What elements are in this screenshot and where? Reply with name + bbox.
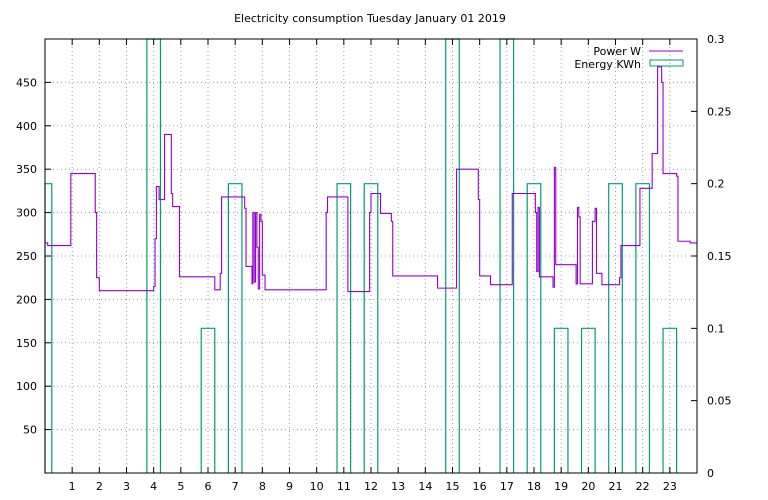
y2-tick-label: 0.05 xyxy=(707,395,732,408)
y-tick-label: 50 xyxy=(23,424,37,437)
x-tick-label: 18 xyxy=(527,480,541,493)
x-tick-label: 22 xyxy=(636,480,650,493)
grid-lines xyxy=(45,39,697,473)
energy-bar xyxy=(662,327,678,473)
y2-tick-label: 0.3 xyxy=(707,33,725,46)
x-tick-label: 21 xyxy=(609,480,623,493)
y-tick-label: 350 xyxy=(16,163,37,176)
chart-legend: Power W Energy KWh xyxy=(574,45,684,71)
x-tick-label: 23 xyxy=(663,480,677,493)
x-tick-label: 17 xyxy=(500,480,514,493)
y2-tick-label: 0.1 xyxy=(707,322,725,335)
x-tick-label: 15 xyxy=(446,480,460,493)
x-tick-label: 1 xyxy=(69,480,76,493)
y-tick-label: 200 xyxy=(16,293,37,306)
x-tick-label: 14 xyxy=(418,480,432,493)
energy-bar xyxy=(227,183,243,473)
energy-bar xyxy=(608,183,623,473)
legend-label-power: Power W xyxy=(593,45,641,58)
y2-tick-label: 0 xyxy=(707,467,714,480)
y-tick-label: 150 xyxy=(16,337,37,350)
legend-swatch-energy xyxy=(649,59,684,67)
power-series xyxy=(45,66,697,293)
x-tick-label: 3 xyxy=(123,480,130,493)
x-tick-label: 9 xyxy=(286,480,293,493)
power-line xyxy=(45,66,697,293)
x-tick-label: 4 xyxy=(150,480,157,493)
x-tick-label: 11 xyxy=(337,480,351,493)
x-tick-label: 7 xyxy=(232,480,239,493)
axis-ticks: 1 2 3 4 5 6 7 8 9 10 11 12 13 14 15 16 17 18 19 20 21 22 23501… xyxy=(16,33,732,493)
x-tick-label: 5 xyxy=(177,480,184,493)
y2-tick-label: 0.25 xyxy=(707,105,732,118)
y-tick-label: 100 xyxy=(16,380,37,393)
energy-bar xyxy=(580,327,596,473)
energy-bar xyxy=(200,327,216,473)
chart-title: Electricity consumption Tuesday January … xyxy=(234,12,506,25)
x-tick-label: 20 xyxy=(581,480,595,493)
x-tick-label: 6 xyxy=(205,480,212,493)
y-tick-label: 250 xyxy=(16,250,37,263)
energy-bar xyxy=(553,327,569,473)
x-tick-label: 2 xyxy=(96,480,103,493)
y2-tick-label: 0.2 xyxy=(707,178,725,191)
x-tick-label: 13 xyxy=(391,480,405,493)
x-tick-label: 19 xyxy=(554,480,568,493)
energy-bar xyxy=(336,183,352,473)
legend-label-energy: Energy KWh xyxy=(574,58,641,71)
energy-bar xyxy=(635,183,651,473)
x-tick-label: 10 xyxy=(310,480,324,493)
x-tick-label: 12 xyxy=(364,480,378,493)
y-tick-label: 450 xyxy=(16,76,37,89)
y2-tick-label: 0.15 xyxy=(707,250,732,263)
x-tick-label: 16 xyxy=(473,480,487,493)
energy-bar xyxy=(363,183,379,473)
y-tick-label: 400 xyxy=(16,120,37,133)
y-tick-label: 300 xyxy=(16,207,37,220)
x-tick-label: 8 xyxy=(259,480,266,493)
energy-bar xyxy=(526,183,542,473)
